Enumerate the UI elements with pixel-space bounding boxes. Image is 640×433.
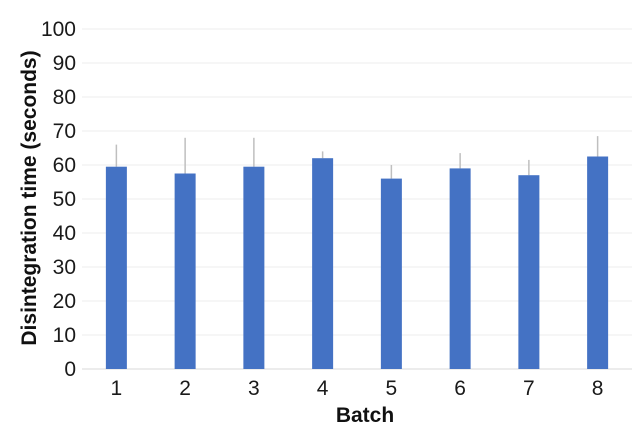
- error-bars: [115, 136, 599, 179]
- y-tick-labels: 0 10 20 30 40 50 60 70 80 90 100: [41, 18, 76, 381]
- x-tick-label: 3: [248, 377, 260, 400]
- y-tick-label: 20: [53, 290, 76, 313]
- y-tick-label: 50: [53, 188, 76, 211]
- gridlines: [82, 28, 632, 370]
- x-tick-label: 5: [386, 377, 398, 400]
- x-tick-labels: 1 2 3 4 5 6 7 8: [111, 377, 604, 400]
- x-tick-label: 4: [317, 377, 329, 400]
- bar: [380, 178, 402, 369]
- y-tick-label: 40: [53, 222, 76, 245]
- y-tick-label: 60: [53, 154, 76, 177]
- bars: [105, 156, 609, 369]
- x-tick-label: 2: [179, 377, 191, 400]
- x-tick-label: 6: [454, 377, 466, 400]
- bar: [105, 166, 127, 369]
- x-tick-label: 7: [523, 377, 535, 400]
- x-tick-label: 1: [111, 377, 123, 400]
- y-tick-label: 80: [53, 86, 76, 109]
- x-axis-label: Batch: [336, 404, 394, 427]
- y-tick-label: 100: [41, 18, 76, 41]
- bar: [312, 158, 334, 369]
- y-tick-label: 10: [53, 324, 76, 347]
- bar: [243, 166, 265, 369]
- y-tick-label: 90: [53, 52, 76, 75]
- x-tick-label: 8: [592, 377, 604, 400]
- bar: [174, 173, 196, 369]
- bar: [449, 168, 471, 369]
- y-tick-label: 0: [64, 358, 76, 381]
- bar: [587, 156, 609, 369]
- y-tick-label: 70: [53, 120, 76, 143]
- y-axis-label: Disintegration time (seconds): [18, 50, 41, 345]
- y-tick-label: 30: [53, 256, 76, 279]
- bar: [518, 175, 540, 369]
